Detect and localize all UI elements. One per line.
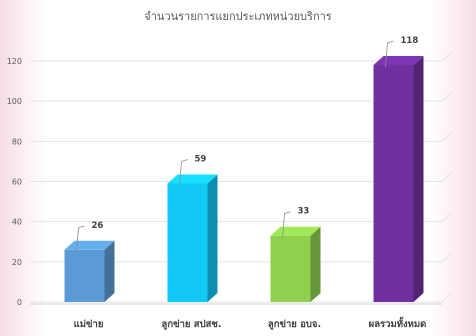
y-tick-label: 0: [17, 298, 22, 307]
data-labels: 26 59 33 118: [76, 36, 419, 252]
bar: [167, 183, 208, 302]
y-tick-label: 20: [12, 258, 22, 267]
data-label: 33: [298, 207, 310, 217]
bar: [270, 235, 311, 302]
bars: [64, 56, 424, 303]
y-tick-label: 120: [7, 57, 22, 66]
y-tick-label: 40: [12, 218, 22, 227]
x-axis: แม่ข่าย ลูกข่าย สปสช. ลูกข่าย อบจ. ผลรวมทั้…: [74, 316, 427, 331]
gridline-depth: [441, 51, 453, 62]
data-label-leader: [282, 211, 291, 238]
bar-side: [413, 56, 424, 303]
bar-side: [104, 240, 115, 302]
x-tick-label: แม่ข่าย: [74, 319, 104, 330]
chart-title: จำนวนรายการแยกประเภทหน่วยบริการ: [144, 10, 331, 23]
y-tick-label: 80: [12, 137, 22, 146]
data-label-leader: [179, 159, 188, 186]
bar-side: [310, 226, 321, 302]
data-label-leader: [76, 225, 85, 252]
y-tick-label: 100: [7, 97, 22, 106]
gridline-depth: [441, 172, 453, 182]
bar: [373, 65, 414, 303]
bar: [64, 249, 105, 302]
y-axis: 0 20 40 60 80 100 120: [7, 57, 22, 307]
gridline-depth: [441, 131, 453, 142]
y-tick-label: 60: [12, 178, 22, 187]
bar-side: [207, 174, 218, 302]
gridline-depth: [441, 91, 453, 102]
gridline-depth: [441, 252, 453, 263]
x-tick-label: ลูกข่าย สปสช.: [162, 318, 222, 331]
x-tick-label: ลูกข่าย อบจ.: [268, 319, 321, 331]
gridline-depth: [441, 292, 453, 303]
data-label-leader: [385, 40, 394, 68]
x-tick-label: ผลรวมทั้งหมด: [369, 316, 427, 330]
data-label: 26: [92, 221, 104, 231]
gridline-depth: [441, 212, 453, 223]
data-label: 118: [401, 36, 419, 46]
data-label: 59: [195, 155, 207, 165]
